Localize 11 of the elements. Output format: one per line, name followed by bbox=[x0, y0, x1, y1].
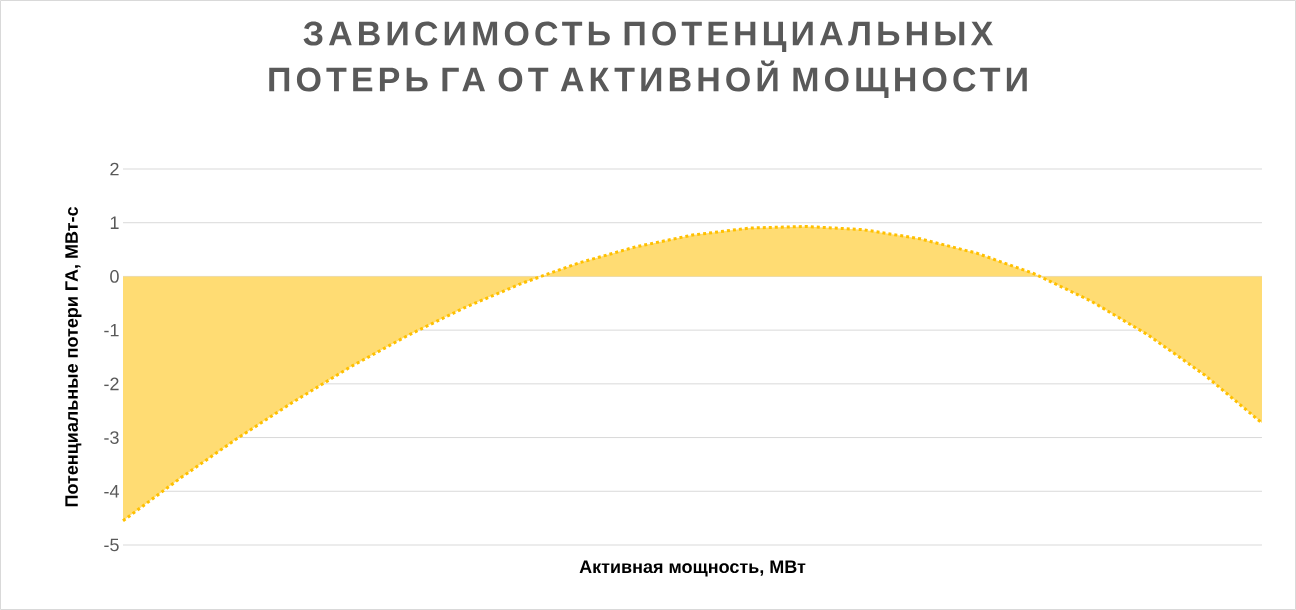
y-axis-title: Потенциальные потери ГА, МВт-с bbox=[65, 206, 82, 507]
y-tick-label: -1 bbox=[104, 323, 119, 337]
y-tick-label: -3 bbox=[104, 431, 119, 444]
y-tick-label: -4 bbox=[104, 485, 119, 498]
y-tick-label: -5 bbox=[104, 538, 119, 552]
y-tick-label: 2 bbox=[110, 162, 119, 176]
y-tick-label: 1 bbox=[110, 216, 119, 229]
x-axis-title: Активная мощность, МВт bbox=[579, 560, 806, 577]
y-tick-label: 0 bbox=[110, 270, 119, 283]
chart-title: ЗАВИСИМОСТЬ ПОТЕНЦИАЛЬНЫХ ПОТЕРЬ ГА ОТ АКТИВНОЙ МОЩНОСТИ bbox=[269, 21, 1027, 99]
y-tick-label: -2 bbox=[104, 377, 119, 391]
